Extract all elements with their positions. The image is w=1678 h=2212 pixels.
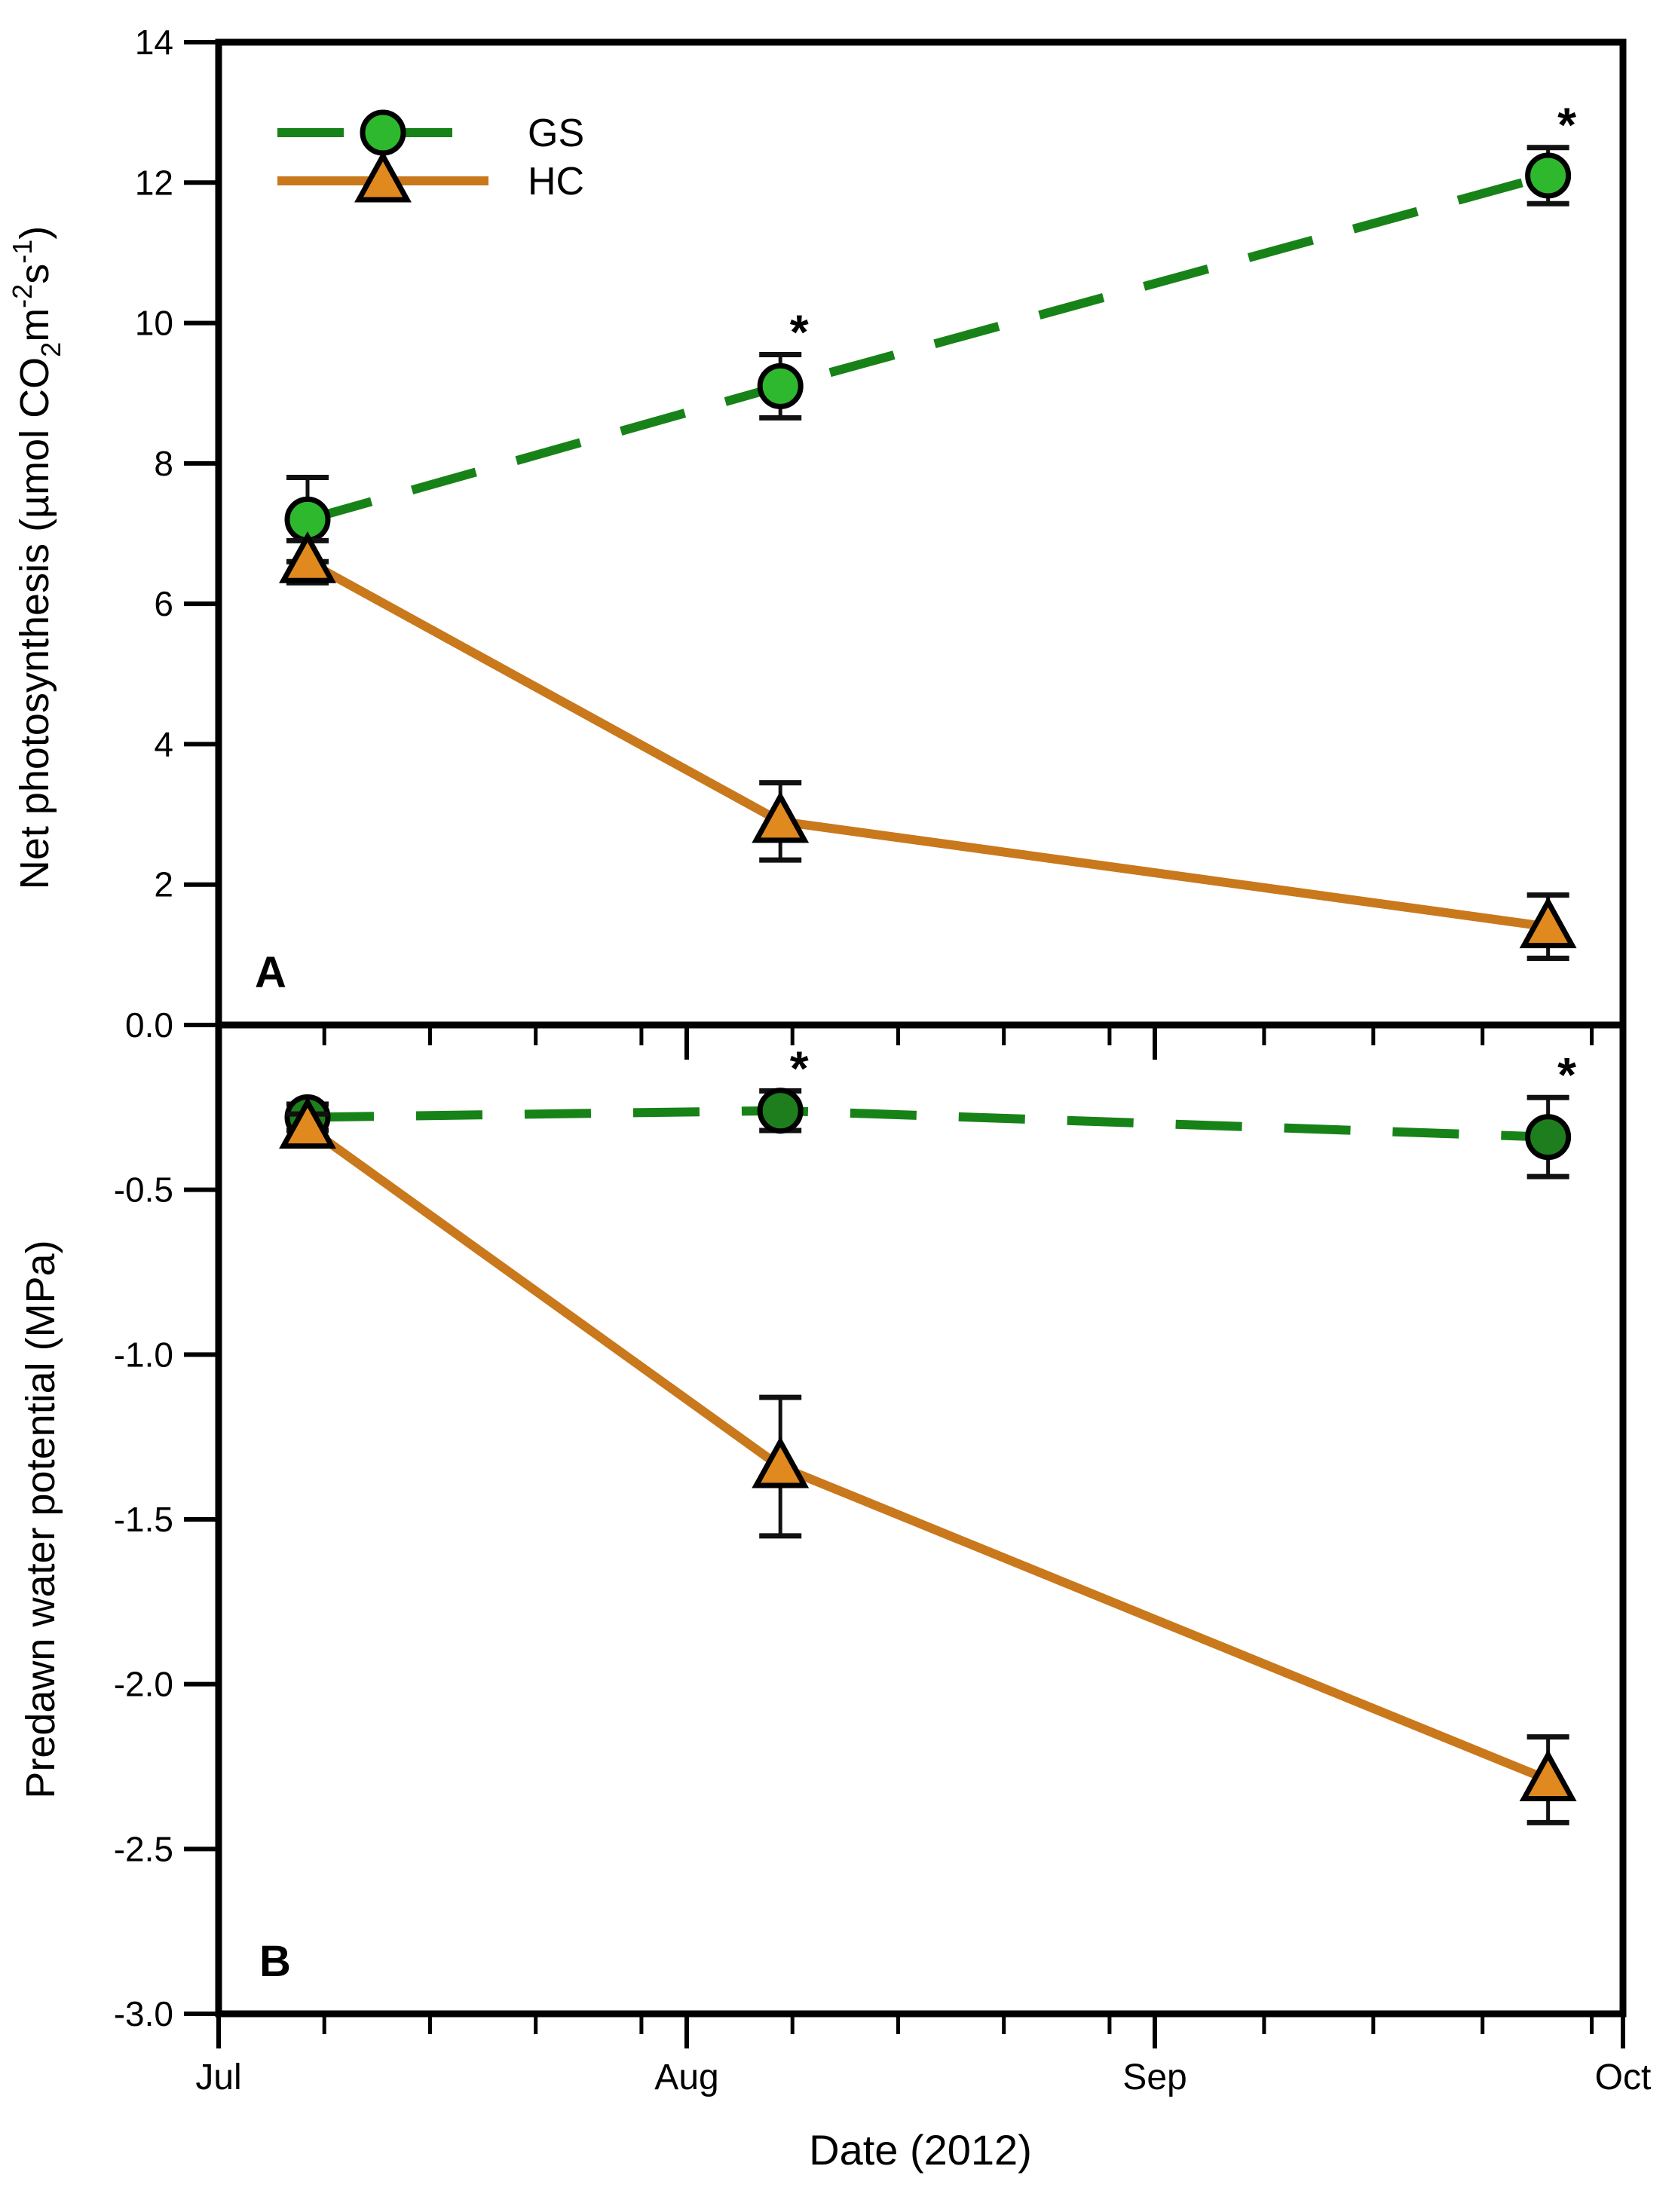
legend-marker-hc [354,150,412,203]
y-tick-label-panel-b: -2.5 [114,1829,173,1868]
gs-marker-panel-b [757,1088,804,1134]
panel-letter-b: B [259,1937,291,1986]
panel-letter-a: A [255,948,286,997]
x-tick-label: Oct [1595,2057,1652,2097]
y-tick-label-panel-a: 10 [135,304,173,343]
hc-line-panel-a [305,557,1549,932]
legend-label-gs: GS [528,112,584,155]
y-axis-title-panel-b: Predawn water potential (MPa) [18,1240,63,1798]
y-tick-label-panel-a: 2 [154,865,173,904]
significance-asterisk: * [790,1041,809,1095]
legend-label-hc: HC [528,160,584,203]
hc-marker-panel-b [1519,1749,1577,1801]
y-tick-label-panel-a: 6 [154,584,173,623]
y-tick-label-panel-a: 0.0 [125,1005,173,1045]
y-tick-label-panel-b: -3.0 [114,1994,173,2033]
y-tick-label-panel-b: -0.5 [114,1170,173,1210]
hc-marker-panel-b [752,1436,810,1488]
significance-asterisk: * [1557,1048,1576,1102]
y-tick-label-panel-a: 14 [135,23,173,62]
y-tick-label-panel-b: -1.5 [114,1500,173,1539]
legend-marker-gs [360,109,406,156]
x-tick-label: Sep [1122,2057,1187,2097]
gs-marker-panel-b [1525,1114,1572,1161]
y-tick-label-panel-a: 4 [154,724,173,763]
hc-line-panel-b [305,1123,1550,1785]
gs-line-panel-b [307,1106,1548,1142]
chart-generated-layer: 0.0 2 4 6 8 10 12 14 -0.5 -1.0 -1.5 -2.0 -2.5 -3.0 Jul… [7,23,1651,2097]
y-tick-label-panel-a: 8 [154,444,173,483]
x-tick-label: Aug [654,2057,718,2097]
y-axis-title-panel-a: Net photosynthesis (µmol CO2m-2s-1) [7,226,66,889]
significance-asterisk: * [1557,98,1576,152]
y-tick-label-panel-b: -2.0 [114,1665,173,1704]
hc-marker-panel-a [1519,896,1577,949]
hc-marker-panel-b [279,1097,336,1149]
significance-asterisk: * [790,304,809,359]
hc-marker-panel-a [752,791,810,843]
x-tick-label: Jul [195,2057,241,2097]
gs-marker-panel-a [1525,152,1572,199]
gs-marker-panel-a [757,363,804,409]
x-axis-title: Date (2012) [809,2126,1032,2174]
y-tick-label-panel-b: -1.0 [114,1335,173,1374]
y-tick-label-panel-a: 12 [135,163,173,202]
hc-marker-panel-a [279,531,336,583]
gs-line-panel-a [306,171,1550,525]
